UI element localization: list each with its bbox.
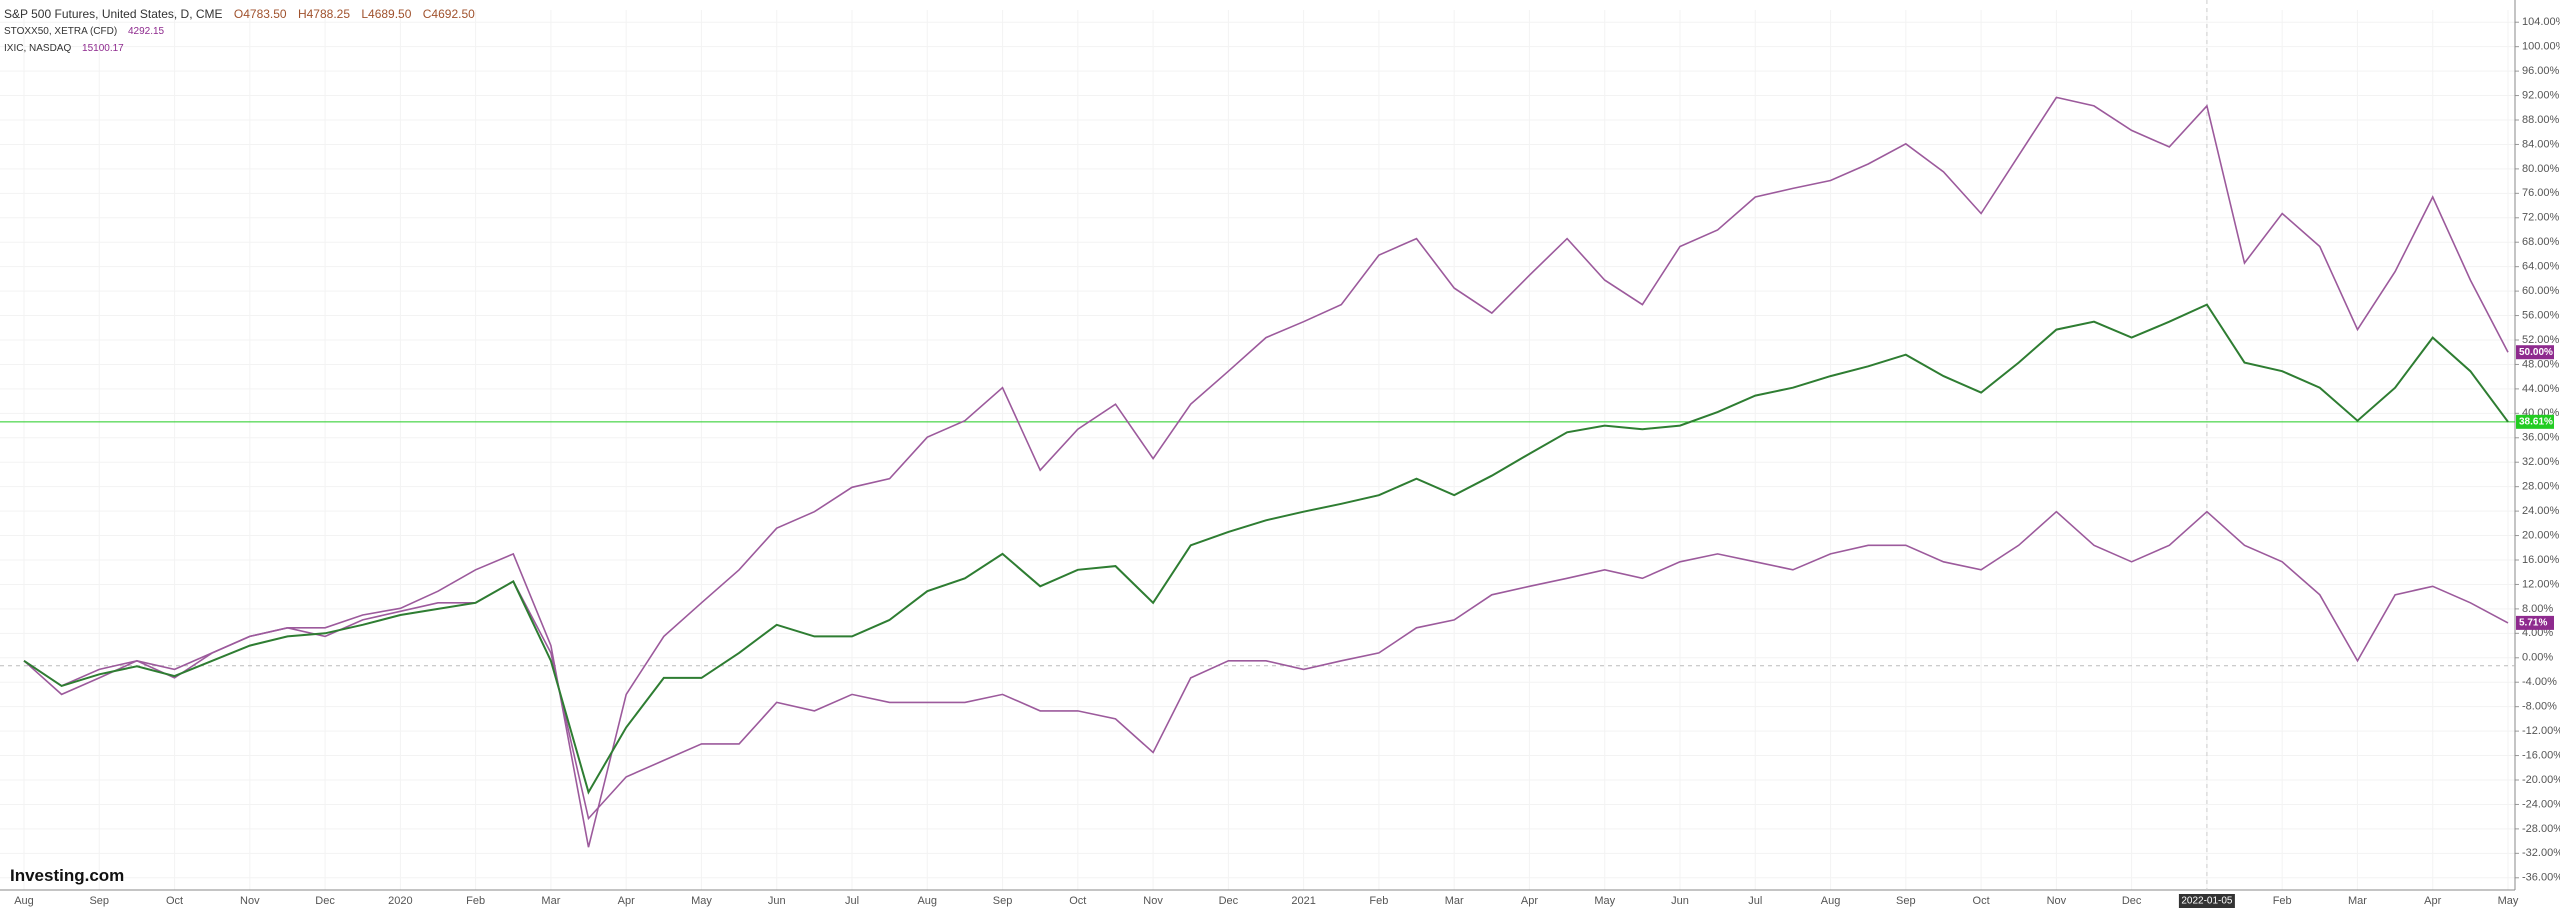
x-tick-label: Apr (1521, 895, 1538, 907)
value-label: 50.00% (2519, 347, 2553, 358)
legend: S&P 500 Futures, United States, D, CME O… (4, 6, 483, 57)
legend-row: IXIC, NASDAQ 15100.17 (4, 40, 483, 57)
x-tick-label: May (2498, 895, 2519, 907)
x-tick-label: May (1594, 895, 1615, 907)
y-tick-label: 72.00% (2522, 212, 2560, 224)
legend-row: STOXX50, XETRA (CFD) 4292.15 (4, 23, 483, 40)
quote: O4783.50 (233, 7, 287, 21)
y-tick-label: 0.00% (2522, 652, 2553, 664)
value-label: 5.71% (2519, 618, 2547, 629)
x-tick-label: Jul (1748, 895, 1762, 907)
x-tick-label: Dec (315, 895, 335, 907)
series-line (23, 96, 2509, 848)
x-tick-label: Jun (768, 895, 786, 907)
y-tick-label: 56.00% (2522, 309, 2560, 321)
x-tick-label: Sep (89, 895, 109, 907)
y-tick-label: 24.00% (2522, 505, 2560, 517)
y-tick-label: -16.00% (2522, 749, 2560, 761)
y-tick-label: 28.00% (2522, 481, 2560, 493)
value-label-box (2516, 345, 2554, 360)
y-tick-label: 52.00% (2522, 334, 2560, 346)
series-name: IXIC, NASDAQ (4, 43, 72, 54)
y-tick-label: 68.00% (2522, 236, 2560, 248)
y-tick-label: 96.00% (2522, 65, 2560, 77)
x-tick-label: Feb (466, 895, 485, 907)
x-tick-label: Apr (618, 895, 635, 907)
y-tick-label: 100.00% (2522, 41, 2560, 53)
y-tick-label: 4.00% (2522, 627, 2553, 639)
y-tick-label: -24.00% (2522, 798, 2560, 810)
y-tick-label: -8.00% (2522, 701, 2557, 713)
x-tick-label: Dec (2122, 895, 2142, 907)
x-tick-label: Dec (1219, 895, 1239, 907)
x-tick-label: 2021 (1291, 895, 1315, 907)
x-tick-label: Oct (1973, 895, 1990, 907)
x-tick-label: Aug (1821, 895, 1841, 907)
x-tick-label: Apr (2424, 895, 2441, 907)
x-tick-label: 2020 (388, 895, 412, 907)
x-tick-label: Mar (1445, 895, 1464, 907)
x-tick-label: Feb (2273, 895, 2292, 907)
x-tick-label: Nov (2047, 895, 2067, 907)
price: 4292.15 (127, 26, 165, 37)
y-tick-label: 84.00% (2522, 138, 2560, 150)
value-label: 38.61% (2519, 416, 2553, 427)
crosshair-box (2178, 894, 2235, 908)
y-tick-label: -28.00% (2522, 823, 2560, 835)
x-tick-label: Nov (1143, 895, 1163, 907)
y-tick-label: 92.00% (2522, 89, 2560, 101)
series-name: S&P 500 Futures, United States, D, CME (4, 7, 223, 21)
y-tick-label: -4.00% (2522, 676, 2557, 688)
series-line (23, 303, 2509, 795)
y-tick-label: 64.00% (2522, 261, 2560, 273)
x-tick-label: Nov (240, 895, 260, 907)
logo: Investing.com (10, 866, 125, 885)
y-tick-label: 88.00% (2522, 114, 2560, 126)
x-tick-label: Oct (1069, 895, 1086, 907)
y-tick-label: 36.00% (2522, 432, 2560, 444)
x-tick-label: 2022-01-05 (2181, 896, 2233, 907)
value-label-box (2516, 414, 2554, 429)
x-tick-label: Mar (541, 895, 560, 907)
y-tick-label: 12.00% (2522, 578, 2560, 590)
y-tick-label: -32.00% (2522, 847, 2560, 859)
quote: C4692.50 (422, 7, 475, 21)
quote: L4689.50 (361, 7, 412, 21)
value-label-box (2516, 615, 2554, 630)
y-tick-label: 44.00% (2522, 383, 2560, 395)
x-tick-label: Jun (1671, 895, 1689, 907)
x-tick-label: Mar (2348, 895, 2367, 907)
series-line (23, 510, 2509, 821)
y-tick-label: 20.00% (2522, 529, 2560, 541)
y-tick-label: 80.00% (2522, 163, 2560, 175)
y-tick-label: 32.00% (2522, 456, 2560, 468)
x-tick-label: Aug (917, 895, 937, 907)
y-tick-label: 16.00% (2522, 554, 2560, 566)
price: 15100.17 (82, 43, 124, 54)
y-tick-label: -20.00% (2522, 774, 2560, 786)
y-tick-label: 104.00% (2522, 16, 2560, 28)
x-tick-label: Oct (166, 895, 183, 907)
x-tick-label: Sep (1896, 895, 1916, 907)
y-tick-label: 48.00% (2522, 358, 2560, 370)
y-tick-label: -36.00% (2522, 872, 2560, 884)
x-tick-label: Aug (14, 895, 34, 907)
x-tick-label: May (691, 895, 712, 907)
y-tick-label: 60.00% (2522, 285, 2560, 297)
x-tick-label: Sep (993, 895, 1013, 907)
legend-row: S&P 500 Futures, United States, D, CME O… (4, 6, 483, 23)
y-tick-label: 8.00% (2522, 603, 2553, 615)
x-tick-label: Feb (1369, 895, 1388, 907)
quote: H4788.25 (297, 7, 350, 21)
series-name: STOXX50, XETRA (CFD) (4, 26, 118, 37)
y-tick-label: -12.00% (2522, 725, 2560, 737)
y-tick-label: 76.00% (2522, 187, 2560, 199)
x-tick-label: Jul (845, 895, 859, 907)
